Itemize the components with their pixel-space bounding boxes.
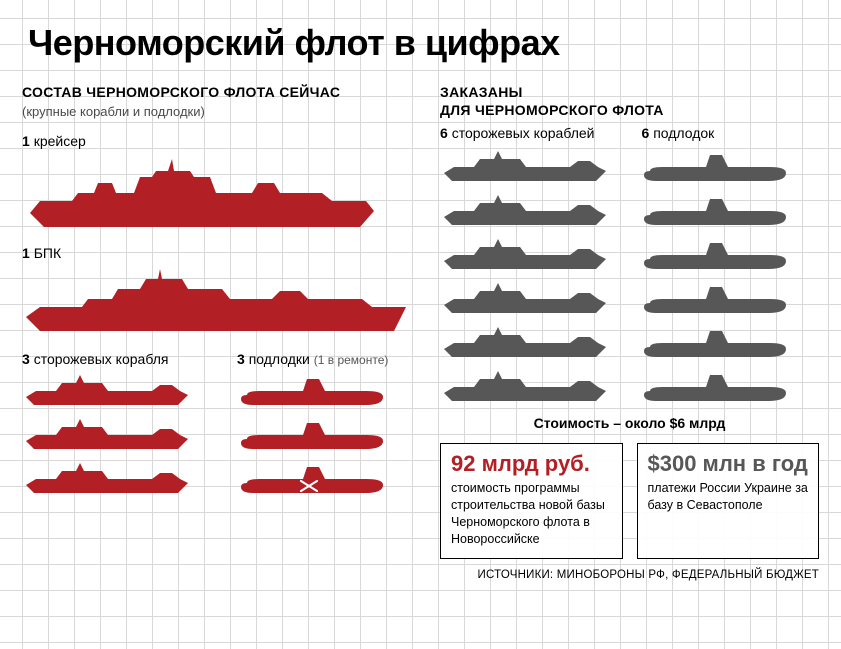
ordered-patrol-stack	[440, 149, 620, 405]
ordered-subs-count: 6	[642, 125, 650, 141]
ordered-subs-label: 6 подлодок	[642, 125, 820, 141]
submarine-grey-icon	[640, 149, 790, 185]
cruiser-text: крейсер	[34, 133, 86, 149]
right-heading: ЗАКАЗАНЫ ДЛЯ ЧЕРНОМОРСКОГО ФЛОТА	[440, 84, 819, 119]
ordered-fleet-column: ЗАКАЗАНЫ ДЛЯ ЧЕРНОМОРСКОГО ФЛОТА 6 сторо…	[440, 84, 819, 581]
ordered-patrol-label: 6 сторожевых кораблей	[440, 125, 618, 141]
right-heading-l1: ЗАКАЗАНЫ	[440, 84, 523, 100]
bpk-count: 1	[22, 245, 30, 261]
patrol-ship-grey-icon	[440, 193, 610, 229]
bpk-silhouette	[22, 265, 422, 337]
bpk-label: 1 БПК	[22, 245, 422, 261]
fact-1-desc: стоимость программы строительства новой …	[451, 480, 612, 548]
subs-count: 3	[237, 351, 245, 367]
left-small-ships: 3 сторожевых корабля 3 подлодки (1 в рем…	[22, 337, 422, 497]
ordered-subs-stack	[640, 149, 820, 405]
submarine-repair-icon	[237, 459, 387, 497]
subs-label: 3 подлодки (1 в ремонте)	[237, 351, 422, 367]
cruiser-count: 1	[22, 133, 30, 149]
fact-boxes: 92 млрд руб. стоимость программы строите…	[440, 443, 819, 559]
cruiser-silhouette	[22, 153, 422, 231]
patrol-ship-icon	[22, 459, 192, 497]
ordered-subs-text: подлодок	[653, 125, 714, 141]
source-line: ИСТОЧНИКИ: МИНОБОРОНЫ РФ, ФЕДЕРАЛЬНЫЙ БЮ…	[440, 569, 819, 581]
patrol-block: 3 сторожевых корабля	[22, 337, 207, 497]
submarine-grey-icon	[640, 369, 790, 405]
page-title: Черноморский флот в цифрах	[28, 22, 819, 64]
submarine-icon	[237, 371, 387, 409]
patrol-count: 3	[22, 351, 30, 367]
patrol-ship-grey-icon	[440, 369, 610, 405]
patrol-ship-icon	[22, 415, 192, 453]
patrol-label: 3 сторожевых корабля	[22, 351, 207, 367]
left-subheading: (крупные корабли и подлодки)	[22, 104, 422, 119]
main-columns: СОСТАВ ЧЕРНОМОРСКОГО ФЛОТА СЕЙЧАС (крупн…	[22, 84, 819, 581]
patrol-ship-icon	[22, 371, 192, 409]
ordered-patrol-text: сторожевых кораблей	[452, 125, 595, 141]
patrol-ship-grey-icon	[440, 325, 610, 361]
fact-box-2: $300 млн в год платежи России Украине за…	[637, 443, 820, 559]
subs-stack	[237, 371, 422, 497]
submarine-grey-icon	[640, 325, 790, 361]
subs-block: 3 подлодки (1 в ремонте)	[237, 337, 422, 497]
ordered-labels: 6 сторожевых кораблей 6 подлодок	[440, 125, 819, 141]
patrol-text: сторожевых корабля	[34, 351, 169, 367]
submarine-grey-icon	[640, 237, 790, 273]
fact-2-desc: платежи России Украине за базу в Севасто…	[648, 480, 809, 514]
cruiser-label: 1 крейсер	[22, 133, 422, 149]
patrol-ship-grey-icon	[440, 237, 610, 273]
bpk-text: БПК	[34, 245, 61, 261]
right-heading-l2: ДЛЯ ЧЕРНОМОРСКОГО ФЛОТА	[440, 102, 664, 118]
submarine-grey-icon	[640, 193, 790, 229]
patrol-ship-grey-icon	[440, 281, 610, 317]
fact-1-big: 92 млрд руб.	[451, 452, 612, 476]
fact-2-big: $300 млн в год	[648, 452, 809, 476]
fact-box-1: 92 млрд руб. стоимость программы строите…	[440, 443, 623, 559]
left-heading: СОСТАВ ЧЕРНОМОРСКОГО ФЛОТА СЕЙЧАС	[22, 84, 422, 102]
current-fleet-column: СОСТАВ ЧЕРНОМОРСКОГО ФЛОТА СЕЙЧАС (крупн…	[22, 84, 422, 581]
submarine-grey-icon	[640, 281, 790, 317]
ordered-grid	[440, 149, 819, 405]
subs-text: подлодки	[249, 351, 310, 367]
subs-note: (1 в ремонте)	[314, 353, 389, 367]
ordered-patrol-count: 6	[440, 125, 448, 141]
patrol-stack	[22, 371, 207, 497]
submarine-icon	[237, 415, 387, 453]
ordered-cost: Стоимость – около $6 млрд	[440, 415, 819, 431]
patrol-ship-grey-icon	[440, 149, 610, 185]
